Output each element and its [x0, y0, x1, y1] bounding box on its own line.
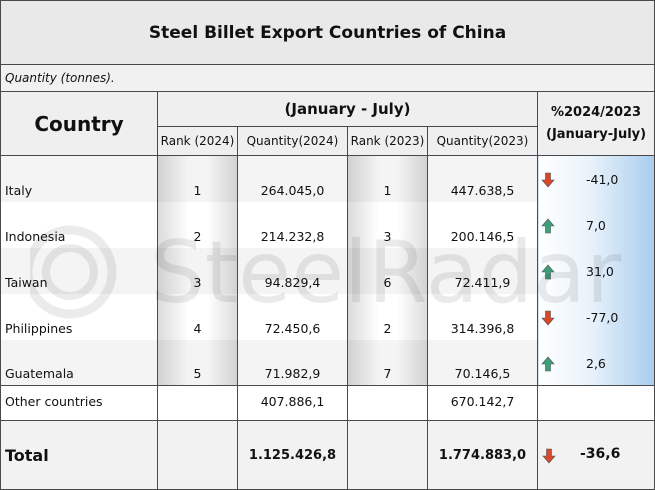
total-rank-2024	[157, 420, 238, 490]
percent-change: 31,0	[536, 247, 655, 294]
quantity-2024: 94.829,4	[237, 247, 348, 294]
percent-change: -41,0	[536, 155, 655, 202]
rank-2024: 5	[157, 339, 238, 386]
header-pct-line1: %2024/2023	[550, 104, 642, 120]
percent-change: -77,0	[536, 293, 655, 340]
rank-2023: 3	[347, 201, 428, 248]
header-country: Country	[0, 91, 158, 156]
other-quantity-2023: 670.142,7	[427, 385, 538, 421]
quantity-2024: 71.982,9	[237, 339, 348, 386]
rank-2024: 4	[157, 293, 238, 340]
quantity-2023: 70.146,5	[427, 339, 538, 386]
trend-down-arrow-icon	[541, 310, 555, 326]
percent-value: 2,6	[586, 355, 606, 371]
other-quantity-2024: 407.886,1	[237, 385, 348, 421]
total-quantity-2024: 1.125.426,8	[237, 420, 348, 490]
country-name: Indonesia	[0, 201, 158, 248]
quantity-2024: 72.450,6	[237, 293, 348, 340]
rank-2023: 1	[347, 155, 428, 202]
table-row: Taiwan 3 94.829,4 6 72.411,9 31,0	[0, 247, 655, 294]
country-name: Philippines	[0, 293, 158, 340]
trend-up-arrow-icon	[541, 218, 555, 234]
country-name: Italy	[0, 155, 158, 202]
rank-2023: 6	[347, 247, 428, 294]
percent-change: 2,6	[536, 339, 655, 386]
total-percent-value: -36,6	[580, 446, 621, 462]
country-rows: Italy 1 264.045,0 1 447.638,5 -41,0 Indonesia 2…	[0, 155, 655, 386]
other-rank-2024	[157, 385, 238, 421]
quantity-2023: 200.146,5	[427, 201, 538, 248]
header-rank-2024: Rank (2024)	[157, 126, 238, 156]
percent-value: 31,0	[586, 263, 614, 279]
header-quantity-2024: Quantity(2024)	[237, 126, 348, 156]
other-rank-2023	[347, 385, 428, 421]
table-title: Steel Billet Export Countries of China	[0, 0, 655, 65]
quantity-2023: 72.411,9	[427, 247, 538, 294]
trend-up-arrow-icon	[541, 264, 555, 280]
percent-value: 7,0	[586, 217, 606, 233]
header-period: (January - July)	[157, 91, 538, 127]
other-countries-label: Other countries	[0, 385, 158, 421]
quantity-2024: 264.045,0	[237, 155, 348, 202]
header-rank-2023: Rank (2023)	[347, 126, 428, 156]
rank-2024: 3	[157, 247, 238, 294]
rank-2024: 2	[157, 201, 238, 248]
header-pct-line2: (January-July)	[546, 126, 647, 142]
total-percent-change: -36,6	[536, 420, 655, 490]
total-quantity-2023: 1.774.883,0	[427, 420, 538, 490]
total-label: Total	[0, 420, 158, 490]
trend-up-arrow-icon	[541, 356, 555, 372]
country-name: Taiwan	[0, 247, 158, 294]
total-trend-down-arrow-icon	[542, 448, 556, 464]
rank-2023: 7	[347, 339, 428, 386]
other-percent-change	[536, 385, 655, 421]
trend-down-arrow-icon	[541, 172, 555, 188]
percent-value: -41,0	[586, 172, 619, 187]
total-rank-2023	[347, 420, 428, 490]
table-row: Philippines 4 72.450,6 2 314.396,8 -77,0	[0, 293, 655, 340]
country-name: Guatemala	[0, 339, 158, 386]
quantity-2023: 314.396,8	[427, 293, 538, 340]
table-row: Indonesia 2 214.232,8 3 200.146,5 7,0	[0, 201, 655, 248]
unit-note: Quantity (tonnes).	[0, 64, 655, 92]
header-percent-change: %2024/2023 (January-July)	[536, 91, 655, 156]
quantity-2023: 447.638,5	[427, 155, 538, 202]
table-row: Italy 1 264.045,0 1 447.638,5 -41,0	[0, 155, 655, 202]
header-quantity-2023: Quantity(2023)	[427, 126, 538, 156]
quantity-2024: 214.232,8	[237, 201, 348, 248]
rank-2023: 2	[347, 293, 428, 340]
table-row: Guatemala 5 71.982,9 7 70.146,5 2,6	[0, 339, 655, 386]
percent-value: -77,0	[586, 309, 619, 325]
rank-2024: 1	[157, 155, 238, 202]
percent-change: 7,0	[536, 201, 655, 248]
